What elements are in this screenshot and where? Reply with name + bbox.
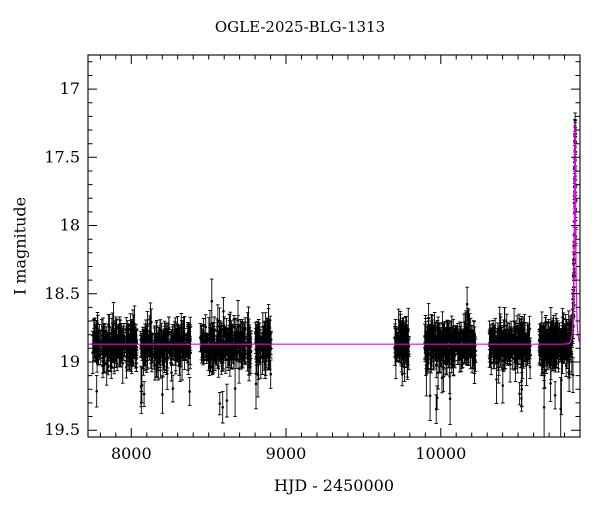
x-tick-label: 9000 — [266, 444, 307, 463]
x-tick-label: 8000 — [111, 444, 152, 463]
chart-title: OGLE-2025-BLG-1313 — [214, 18, 386, 36]
error-bars — [91, 112, 578, 437]
y-tick-label: 17.5 — [44, 147, 80, 166]
x-axis-label: HJD - 2450000 — [273, 476, 395, 495]
y-tick-label: 18 — [60, 216, 80, 235]
data-layer — [88, 112, 580, 437]
y-tick-label: 19.5 — [44, 420, 80, 439]
x-tick-label: 10000 — [415, 444, 466, 463]
data-points — [91, 119, 578, 411]
model-curve — [88, 123, 580, 345]
y-tick-label: 19 — [60, 352, 80, 371]
axes-frame — [87, 54, 581, 438]
y-tick-label: 18.5 — [44, 284, 80, 303]
tick-marks — [88, 55, 581, 437]
y-tick-label: 17 — [60, 79, 80, 98]
